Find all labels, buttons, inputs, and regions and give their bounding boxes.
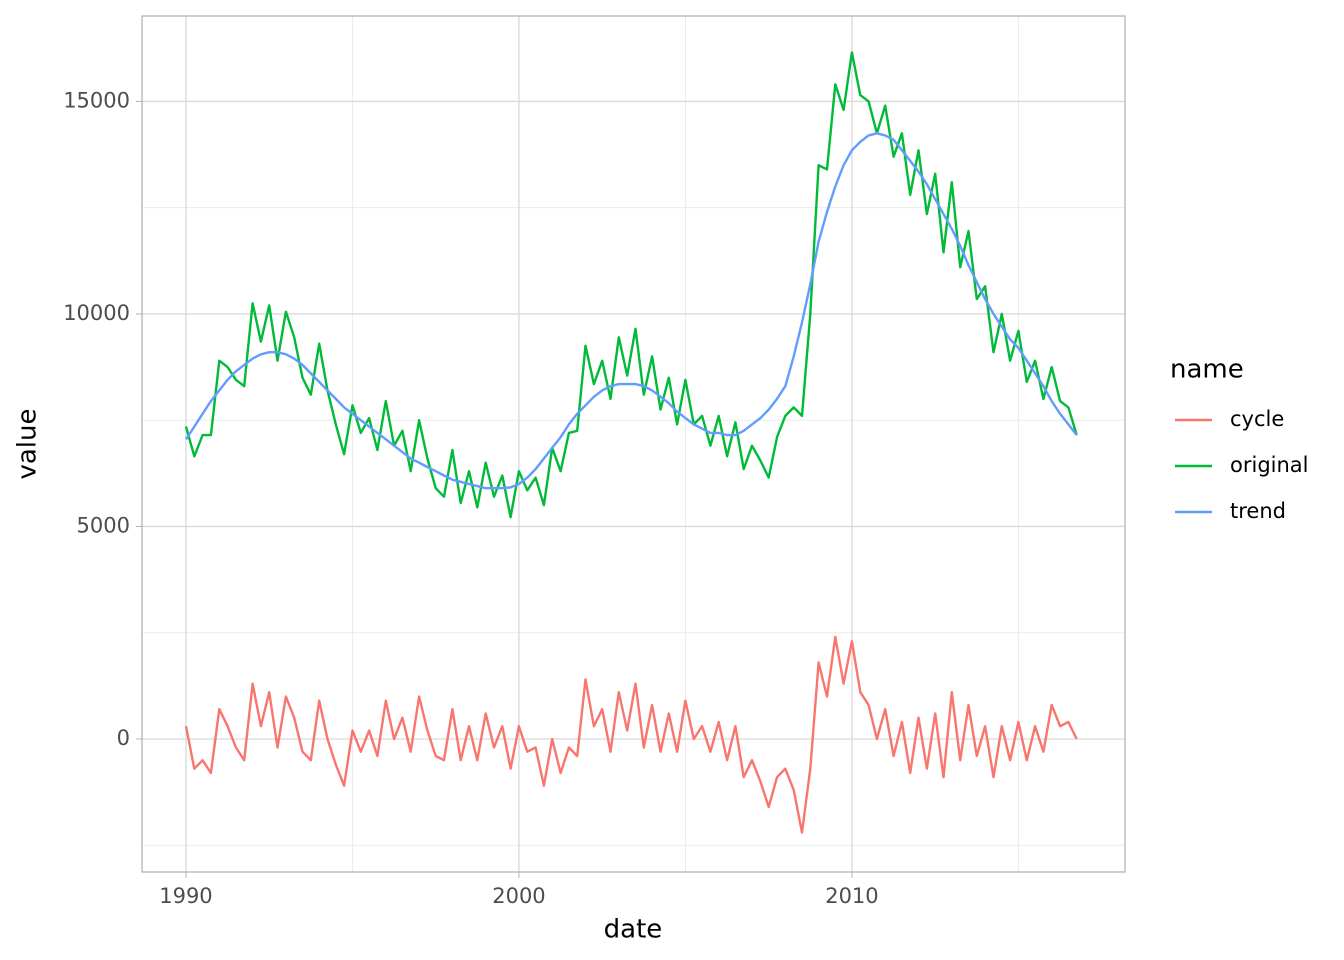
series-line (184, 51, 1078, 519)
x-tick-label: 2000 (492, 884, 545, 908)
series-line (184, 635, 1078, 834)
y-tick-label: 0 (117, 726, 130, 750)
legend-label: original (1230, 453, 1309, 477)
legend-title: name (1170, 355, 1244, 385)
x-tick-label: 1990 (159, 884, 212, 908)
y-tick-label: 15000 (63, 88, 130, 112)
y-axis-title: value (13, 408, 43, 479)
series-line (184, 132, 1078, 490)
legend-label: trend (1230, 499, 1286, 523)
y-tick-label: 10000 (63, 301, 130, 325)
plot-border (141, 15, 1126, 873)
legend-label: cycle (1230, 407, 1284, 431)
x-tick-label: 2010 (825, 884, 878, 908)
x-axis-title: date (604, 915, 663, 945)
y-tick-label: 5000 (77, 513, 130, 537)
